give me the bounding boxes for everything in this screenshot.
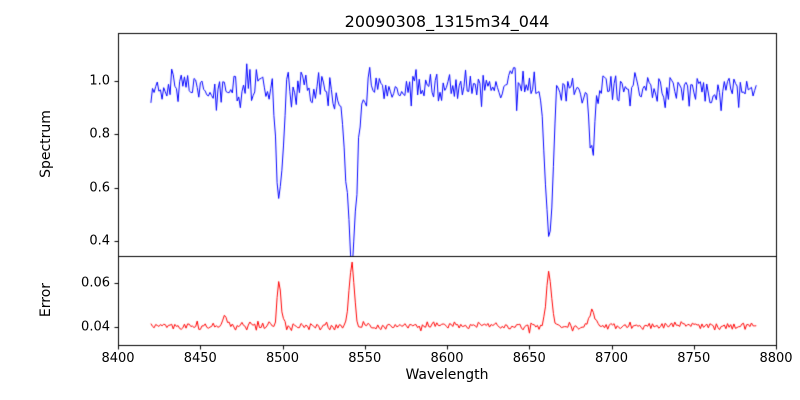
y-axis-label-error: Error	[38, 282, 54, 318]
x-tick-label: 8450	[183, 351, 217, 366]
y-tick-label: 0.4	[89, 233, 110, 249]
x-tick-label: 8750	[677, 351, 711, 366]
x-tick-label: 8800	[759, 351, 793, 366]
x-tick-label: 8600	[430, 351, 464, 366]
y-tick-label: 1.0	[89, 73, 110, 89]
y-tick-label: 0.06	[81, 275, 110, 291]
y-tick-label: 0.6	[89, 180, 110, 196]
y-tick-label: 0.8	[89, 126, 110, 142]
x-tick-label: 8650	[512, 351, 546, 366]
x-tick-label: 8500	[265, 351, 300, 366]
y-tick-label: 0.04	[81, 319, 110, 335]
x-tick-label: 8550	[348, 351, 382, 366]
x-axis-label: Wavelength	[405, 367, 489, 383]
y-axis-label-spectrum: Spectrum	[38, 110, 54, 178]
x-tick-label: 8400	[101, 351, 135, 366]
x-tick-label: 8700	[594, 351, 629, 366]
chart-title: 20090308_1315m34_044	[344, 12, 550, 31]
